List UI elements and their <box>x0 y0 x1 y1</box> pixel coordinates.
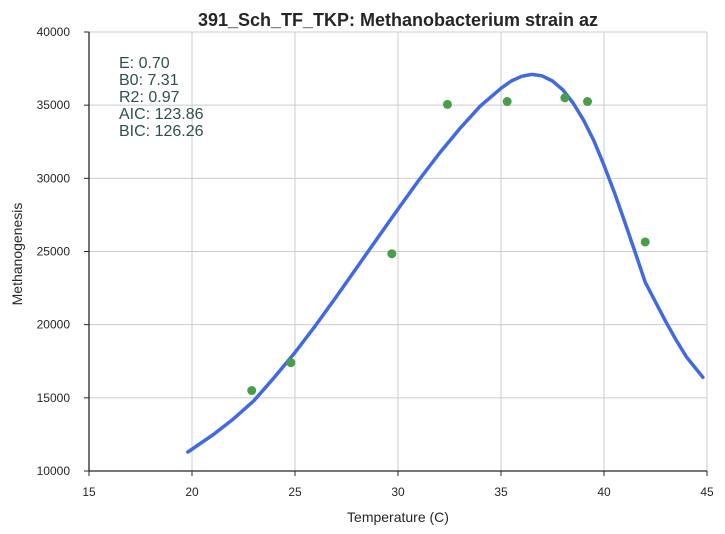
data-point <box>442 99 452 109</box>
data-points <box>247 93 650 396</box>
x-axis-label: Temperature (C) <box>347 509 449 525</box>
x-tick-label: 30 <box>391 485 405 499</box>
fit-stat-line: B0: 7.31 <box>119 72 179 89</box>
chart-title: 391_Sch_TF_TKP: Methanobacterium strain … <box>198 10 598 30</box>
fit-stat-line: AIC: 123.86 <box>119 106 204 123</box>
x-tick-label: 35 <box>494 485 508 499</box>
fit-line <box>186 72 705 454</box>
data-point <box>560 93 570 103</box>
y-tick-label: 20000 <box>37 318 71 332</box>
fit-stat-line: BIC: 126.26 <box>119 123 204 140</box>
data-point <box>502 97 512 107</box>
fitted-curve <box>186 72 705 454</box>
data-point <box>387 249 397 259</box>
y-tick-label: 40000 <box>37 25 71 39</box>
x-tick-label: 25 <box>288 485 302 499</box>
grid <box>89 31 708 471</box>
data-point <box>247 386 257 396</box>
x-tick-label: 40 <box>597 485 611 499</box>
fit-stat-line: R2: 0.97 <box>119 89 180 106</box>
fit-stat-line: E: 0.70 <box>119 55 170 72</box>
data-point <box>583 97 593 107</box>
y-ticks: 10000 15000 20000 25000 30000 35000 40000 <box>37 25 89 478</box>
x-tick-label: 20 <box>185 485 199 499</box>
x-ticks: 15 20 25 30 35 40 45 <box>82 471 714 499</box>
y-tick-label: 25000 <box>37 245 71 259</box>
y-tick-label: 35000 <box>37 98 71 112</box>
x-tick-label: 45 <box>700 485 714 499</box>
y-tick-label: 15000 <box>37 391 71 405</box>
data-point <box>640 237 650 247</box>
y-tick-label: 10000 <box>37 464 71 478</box>
data-point <box>286 358 296 368</box>
y-axis-label: Methanogenesis <box>9 203 25 306</box>
y-tick-label: 30000 <box>37 171 71 185</box>
x-tick-label: 15 <box>82 485 96 499</box>
